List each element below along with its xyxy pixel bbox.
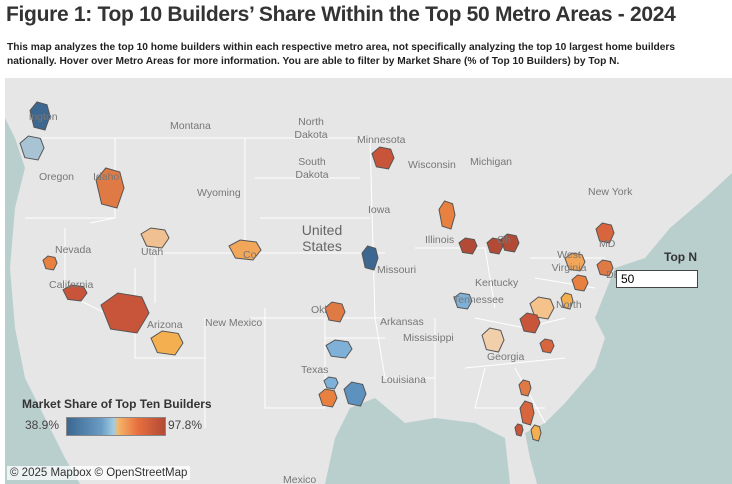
metro-area[interactable]	[324, 301, 346, 323]
place-label: Oh	[497, 234, 512, 246]
metro-area[interactable]	[458, 237, 478, 255]
place-label: Wisconsin	[408, 159, 456, 171]
place-label: Tennessee	[453, 294, 504, 306]
place-label: West Virginia	[551, 249, 587, 274]
place-label: Oregon	[39, 171, 75, 183]
metro-area[interactable]	[325, 339, 353, 359]
metro-area[interactable]	[596, 259, 614, 277]
metro-area[interactable]	[95, 167, 125, 209]
place-label: Wyoming	[197, 187, 241, 199]
map-canvas[interactable]	[5, 78, 732, 484]
place-label: Mississippi	[403, 332, 454, 344]
legend-title: Market Share of Top Ten Builders	[22, 397, 212, 411]
metro-area[interactable]	[500, 233, 520, 253]
place-label: Idaho	[93, 171, 120, 183]
metro-area[interactable]	[100, 292, 150, 334]
place-label: North Dakota	[294, 116, 328, 141]
metro-area[interactable]	[323, 376, 339, 390]
place-label: Arkansas	[380, 316, 424, 328]
metro-areas	[19, 101, 615, 442]
legend-max-label: 97.8%	[168, 418, 203, 432]
metro-area[interactable]	[42, 255, 58, 271]
place-label: Missouri	[377, 264, 417, 276]
metro-area[interactable]	[518, 379, 532, 397]
metro-area[interactable]	[514, 423, 524, 437]
place-label: New York	[588, 186, 633, 198]
metro-area[interactable]	[564, 252, 586, 272]
place-label: Nevada	[55, 244, 92, 256]
place-label: Illinois	[425, 234, 455, 246]
description: This map analyzes the top 10 home builde…	[7, 42, 676, 67]
metro-area[interactable]	[150, 330, 184, 356]
metro-area[interactable]	[560, 292, 574, 310]
metro-area[interactable]	[228, 239, 262, 261]
legend-min-label: 38.9%	[25, 418, 60, 432]
place-label: MD	[599, 238, 616, 250]
metro-area[interactable]	[571, 274, 589, 292]
metro-area[interactable]	[519, 312, 541, 334]
map[interactable]: ington Montana North Dakota Oregon Idaho Sout…	[5, 78, 732, 484]
metro-area[interactable]	[595, 222, 615, 244]
top-n-input[interactable]	[616, 270, 698, 288]
map-attribution[interactable]: © 2025 Mapbox © OpenStreetMap	[7, 466, 191, 480]
metro-area[interactable]	[530, 424, 542, 442]
place-label: Iowa	[368, 204, 391, 216]
place-label: South Dakota	[295, 156, 329, 181]
metro-area[interactable]	[453, 292, 473, 310]
place-label: Louisiana	[381, 374, 426, 386]
metro-area[interactable]	[519, 400, 535, 426]
place-label: Montana	[170, 120, 211, 132]
metro-area[interactable]	[62, 284, 88, 302]
legend-color-ramp	[66, 417, 166, 436]
place-label: Georgia	[487, 351, 525, 363]
place-label: Kentucky	[475, 277, 519, 289]
metro-area[interactable]	[371, 146, 395, 170]
page-title: Figure 1: Top 10 Builders’ Share Within …	[6, 3, 676, 26]
metro-area[interactable]	[539, 338, 555, 354]
metro-area[interactable]	[19, 135, 45, 161]
metro-area[interactable]	[29, 101, 51, 131]
place-label: Utah	[141, 246, 164, 258]
metro-area[interactable]	[343, 381, 367, 407]
place-label: Mexico	[283, 474, 317, 484]
place-label: United States	[301, 222, 343, 254]
metro-area[interactable]	[361, 245, 379, 271]
metro-area[interactable]	[438, 200, 456, 230]
place-label: North	[556, 299, 582, 311]
place-label: Texas	[301, 364, 329, 376]
metro-area[interactable]	[318, 388, 338, 408]
metro-area[interactable]	[481, 327, 505, 353]
place-label: ington	[29, 111, 58, 123]
metro-area[interactable]	[140, 227, 170, 249]
top-n-label: Top N	[664, 250, 698, 264]
place-label: New Mexico	[205, 317, 263, 329]
land-usa	[5, 78, 732, 484]
place-label: California	[49, 279, 94, 291]
place-label: Okl	[311, 304, 327, 316]
place-label: Co	[243, 249, 257, 261]
place-label: Arizona	[147, 319, 183, 331]
place-label: Minnesota	[357, 134, 406, 146]
place-label: Michigan	[470, 156, 513, 168]
